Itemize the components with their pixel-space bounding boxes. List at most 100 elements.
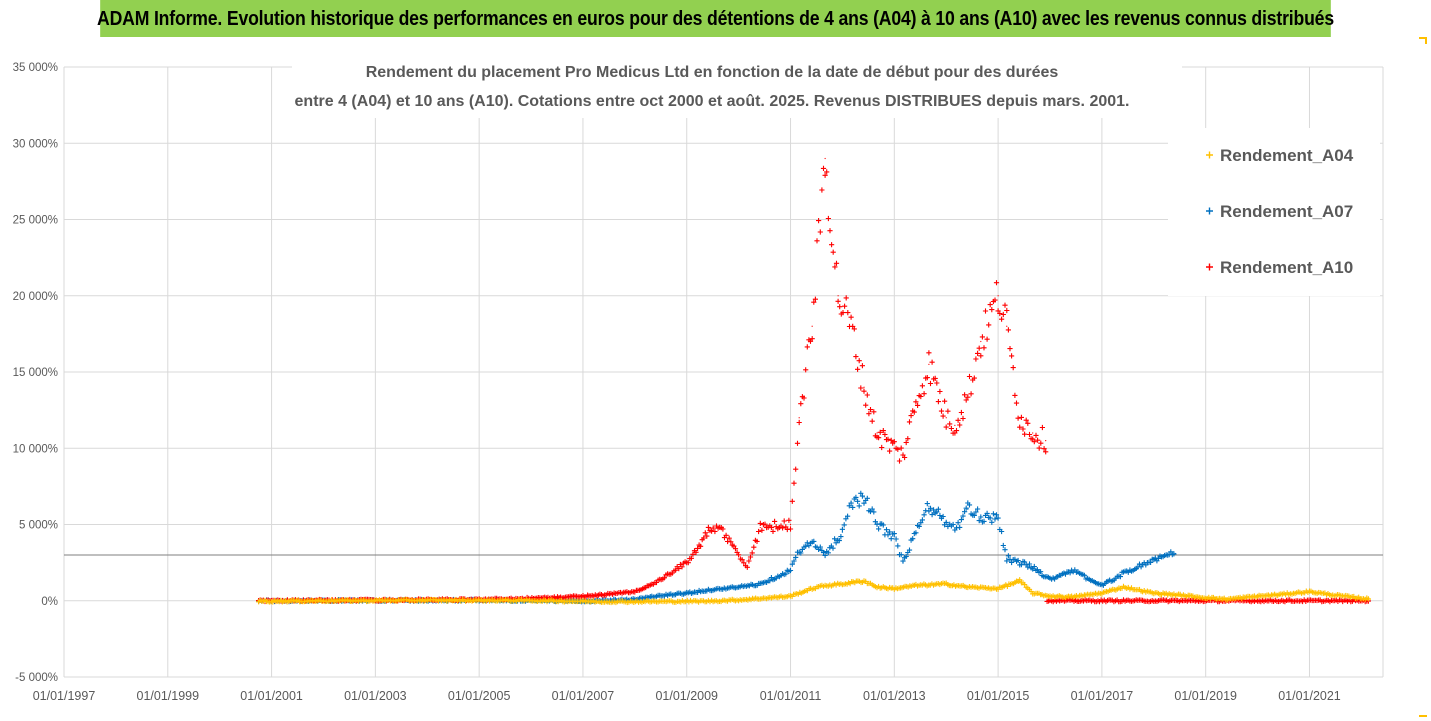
- x-tick-label: 01/01/2003: [344, 689, 407, 703]
- data-point: [945, 583, 947, 585]
- data-point: [837, 295, 839, 297]
- scatter-chart: -5 000% 0% 5 000% 10 000% 15 000% 20 000% 25 0…: [13, 37, 1427, 717]
- gridlines: [63, 66, 1384, 678]
- data-point: [789, 595, 792, 597]
- data-point: [759, 526, 761, 529]
- data-point: [915, 584, 917, 587]
- x-tick-label: 01/01/2001: [240, 689, 303, 703]
- data-point: [1071, 596, 1073, 598]
- data-point: [1101, 592, 1103, 594]
- data-point: [915, 401, 917, 404]
- data-point: [530, 599, 532, 602]
- data-point: [426, 599, 428, 601]
- data-point: [789, 523, 792, 526]
- y-tick-label: 35 000%: [13, 62, 58, 74]
- data-point: [902, 562, 904, 564]
- data-point: [997, 587, 999, 590]
- y-tick-label: 30 000%: [13, 138, 58, 150]
- data-point: [1019, 562, 1021, 564]
- data-point: [707, 589, 709, 591]
- data-point: [841, 583, 844, 585]
- data-point: [552, 597, 554, 599]
- data-point: [997, 516, 999, 518]
- y-tick-label: 25 000%: [13, 215, 58, 227]
- chart-title: Rendement du placement Pro Medicus Ltd e…: [366, 64, 1059, 81]
- data-point: [686, 592, 688, 594]
- series-Rendement_A07: [256, 490, 1177, 605]
- title-background: [292, 56, 1182, 118]
- data-point: [928, 505, 930, 507]
- x-tick-label: 01/01/2019: [1174, 689, 1237, 703]
- data-point: [1045, 440, 1047, 442]
- x-tick-label: 01/01/2011: [760, 689, 822, 703]
- data-point: [1006, 557, 1008, 559]
- x-tick-label: 01/01/2021: [1278, 689, 1341, 703]
- data-point: [746, 566, 748, 568]
- data-point: [738, 599, 740, 601]
- x-tick-label: 01/01/2017: [1071, 689, 1134, 703]
- data-point: [1153, 592, 1155, 594]
- data-point: [850, 501, 852, 503]
- data-point: [1174, 552, 1177, 555]
- data-point: [798, 417, 800, 419]
- data-point: [655, 595, 658, 597]
- data-point: [1226, 598, 1228, 600]
- y-tick-label: 10 000%: [13, 443, 58, 455]
- data-point: [811, 325, 813, 327]
- chart-banner-title: ADAM Informe. Evolution historique des p…: [97, 0, 1334, 37]
- data-point: [893, 587, 895, 590]
- legend-background: [1168, 128, 1380, 296]
- data-point: [322, 600, 325, 602]
- data-point: [954, 530, 956, 532]
- data-point: [876, 432, 878, 434]
- data-point: [798, 549, 800, 552]
- data-point: [980, 516, 982, 518]
- y-tick-label: 5 000%: [19, 520, 58, 532]
- data-point: [759, 597, 761, 600]
- data-point: [1049, 578, 1051, 581]
- data-point: [1101, 584, 1103, 587]
- data-point: [1122, 586, 1125, 588]
- data-point: [980, 340, 982, 343]
- data-point: [582, 595, 584, 597]
- y-tick-label: 20 000%: [13, 291, 58, 303]
- data-point: [1153, 600, 1155, 602]
- data-point: [1278, 594, 1280, 596]
- data-point: [863, 496, 865, 498]
- data-point: [1256, 595, 1259, 597]
- data-point: [707, 600, 709, 602]
- data-point: [1071, 569, 1073, 571]
- data-point: [759, 583, 761, 585]
- data-point: [655, 600, 658, 603]
- data-point: [603, 594, 606, 596]
- data-point: [824, 584, 826, 587]
- x-axis-tick-labels: 01/01/1997 01/01/1999 01/01/2001 01/01/2003…: [33, 689, 1341, 703]
- data-point: [1153, 558, 1155, 561]
- x-tick-label: 01/01/2009: [655, 689, 718, 703]
- data-point: [1049, 600, 1051, 602]
- data-point: [863, 386, 865, 388]
- data-point: [1032, 592, 1034, 594]
- x-tick-label: 01/01/2013: [863, 689, 926, 703]
- y-tick-label: 0%: [41, 596, 58, 608]
- data-point: [967, 508, 969, 510]
- data-point: [876, 586, 878, 588]
- y-axis-tick-labels: -5 000% 0% 5 000% 10 000% 15 000% 20 000% 25 0…: [13, 62, 58, 684]
- data-point: [954, 424, 956, 426]
- data-point: [824, 554, 826, 556]
- x-tick-label: 01/01/2007: [552, 689, 615, 703]
- data-point: [789, 569, 792, 571]
- legend-label: Rendement_A10: [1220, 258, 1353, 277]
- data-point: [850, 325, 852, 327]
- data-point: [686, 562, 688, 564]
- data-point: [1308, 591, 1311, 593]
- series-Rendement_A04: [256, 577, 1371, 606]
- data-point: [811, 542, 813, 544]
- data-point: [967, 586, 969, 588]
- data-point: [841, 531, 844, 533]
- data-point: [1122, 572, 1125, 574]
- data-point: [655, 581, 658, 584]
- series-points: [256, 157, 1371, 606]
- y-tick-label: 15 000%: [13, 367, 58, 379]
- data-point: [1369, 598, 1371, 600]
